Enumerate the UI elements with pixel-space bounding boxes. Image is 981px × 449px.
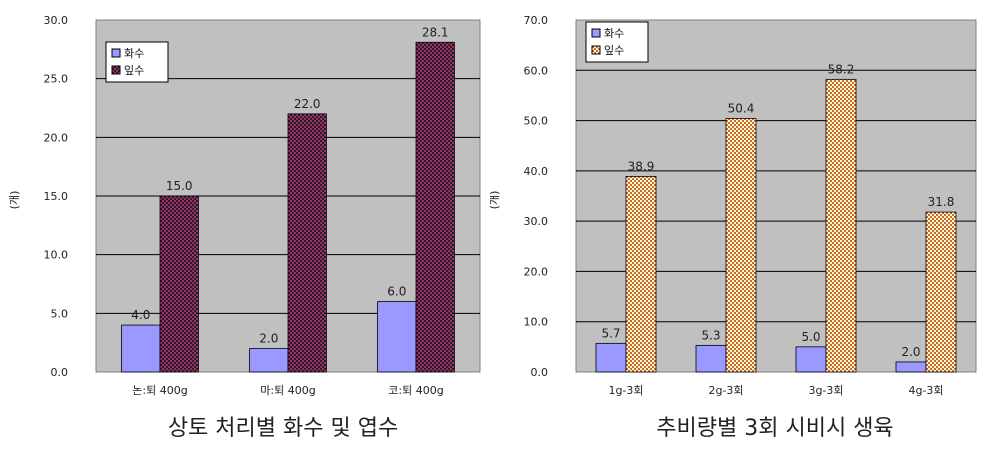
data-label: 28.1	[422, 25, 449, 39]
bar-series2	[159, 195, 199, 373]
y-tick-label: 15.0	[44, 190, 69, 203]
y-tick-label: 10.0	[524, 316, 549, 329]
y-tick-label: 40.0	[524, 165, 549, 178]
data-label: 15.0	[166, 179, 193, 193]
data-label: 6.0	[387, 285, 406, 299]
bar-series1	[795, 346, 827, 373]
bar-series2	[725, 118, 757, 373]
legend: 화수 잎수	[585, 21, 649, 63]
chart-caption: 상토 처리별 화수 및 엽수	[168, 416, 398, 441]
data-label: 38.9	[628, 159, 655, 173]
chart-soil-treatment: 0.0 5.0 10.0 15.0 20.0 25.0 30.0 4.0 15.0 2.0 22.…	[0, 0, 490, 445]
data-label: 5.3	[701, 328, 720, 342]
bar-series1	[249, 348, 289, 373]
x-tick-label: 논:퇴 400g	[132, 384, 187, 397]
legend-swatch-series2	[591, 45, 601, 55]
bar-series2	[625, 175, 657, 373]
bar-series2	[415, 41, 455, 373]
chart-fertilizer-amount: 0.0 10.0 20.0 30.0 40.0 50.0 60.0 70.0 5.7 38.9 5…	[488, 0, 981, 445]
legend-swatch-series1	[111, 48, 121, 58]
chart-fertilizer-amount-svg: 0.0 10.0 20.0 30.0 40.0 50.0 60.0 70.0 5.7 38.9 5…	[488, 14, 977, 441]
data-label: 5.7	[601, 326, 620, 340]
y-tick-label: 10.0	[44, 249, 69, 262]
data-label: 2.0	[259, 332, 278, 346]
y-tick-label: 0.0	[531, 366, 549, 379]
bar-series2	[825, 78, 857, 373]
legend-label-series1: 화수	[604, 27, 624, 40]
y-tick-label: 5.0	[51, 307, 69, 320]
legend: 화수 잎수	[105, 41, 169, 83]
legend-swatch-series1	[591, 28, 601, 38]
data-label: 50.4	[728, 102, 755, 116]
y-tick-label: 30.0	[524, 215, 549, 228]
data-label: 4.0	[131, 308, 150, 322]
bar-series1	[377, 301, 417, 373]
bar-series1	[121, 324, 161, 373]
y-tick-label: 20.0	[44, 131, 69, 144]
y-tick-label: 30.0	[44, 14, 69, 27]
legend-label-series2: 잎수	[604, 44, 624, 57]
data-label: 58.2	[828, 62, 855, 76]
legend-label-series1: 화수	[124, 47, 144, 60]
x-tick-label: 4g-3회	[908, 384, 943, 397]
y-tick-label: 0.0	[51, 366, 69, 379]
data-label: 22.0	[294, 97, 321, 111]
y-tick-label: 50.0	[524, 115, 549, 128]
y-tick-label: 60.0	[524, 64, 549, 77]
x-tick-label: 마:퇴 400g	[260, 384, 315, 397]
bar-series1	[695, 344, 727, 373]
chart-soil-treatment-svg: 0.0 5.0 10.0 15.0 20.0 25.0 30.0 4.0 15.0 2.0 22.…	[8, 14, 481, 441]
legend-label-series2: 잎수	[124, 64, 144, 77]
y-tick-label: 25.0	[44, 73, 69, 86]
y-axis-label: (개)	[8, 191, 21, 210]
chart-caption: 추비량별 3회 시비시 생육	[656, 416, 893, 441]
data-label: 2.0	[901, 345, 920, 359]
bar-series1	[595, 342, 627, 373]
bar-series2	[287, 113, 327, 373]
x-tick-label: 3g-3회	[808, 384, 843, 397]
y-tick-label: 70.0	[524, 14, 549, 27]
bar-series2	[925, 211, 957, 373]
bar-series1	[895, 361, 927, 373]
y-tick-label: 20.0	[524, 265, 549, 278]
legend-swatch-series2	[111, 65, 121, 75]
x-tick-label: 2g-3회	[708, 384, 743, 397]
data-label: 31.8	[928, 195, 955, 209]
x-tick-label: 코:퇴 400g	[388, 384, 443, 397]
x-tick-label: 1g-3회	[608, 384, 643, 397]
y-axis-label: (개)	[490, 191, 501, 210]
data-label: 5.0	[801, 330, 820, 344]
